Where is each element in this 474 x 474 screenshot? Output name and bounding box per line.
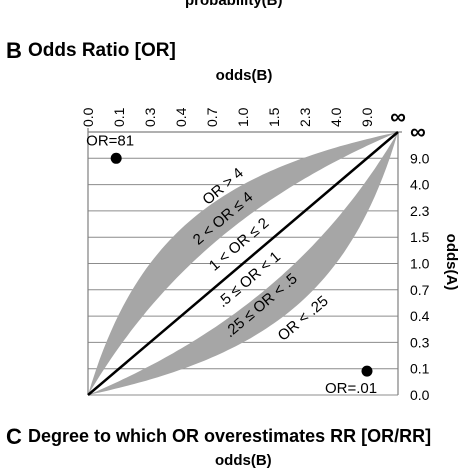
y-tick-label: 0.0 bbox=[410, 387, 430, 403]
y-tick-label: 9.0 bbox=[410, 150, 430, 166]
axes bbox=[87, 128, 402, 396]
or-band-shaded bbox=[88, 132, 398, 395]
or-equals-one-line bbox=[87, 131, 399, 396]
x-tick-label: 0.3 bbox=[142, 107, 158, 127]
panel-c-letter: C bbox=[6, 424, 22, 449]
data-points: OR=81 OR=.01 bbox=[86, 132, 377, 397]
y-tick-label: 2.3 bbox=[410, 203, 430, 219]
x-tick-label: 4.0 bbox=[328, 107, 344, 127]
data-point bbox=[110, 152, 122, 164]
x-tick-label: 1.5 bbox=[266, 107, 282, 127]
x-tick-label: 9.0 bbox=[359, 107, 375, 127]
x-tick-label: 0.1 bbox=[111, 107, 127, 127]
x-tick-label: 0.4 bbox=[173, 107, 189, 127]
x-axis-label: odds(B) bbox=[216, 67, 273, 84]
y-tick-labels: ∞ 9.0 4.0 2.3 1.5 1.0 0.7 0.4 0.3 0.1 0.0 bbox=[410, 119, 430, 403]
data-point-label: OR=81 bbox=[86, 132, 134, 149]
data-point bbox=[361, 365, 373, 377]
x-tick-labels: 0.0 0.1 0.3 0.4 0.7 1.0 1.5 2.3 4.0 9.0 ∞ bbox=[80, 104, 406, 129]
y-tick-label: 1.0 bbox=[410, 256, 430, 272]
x-tick-label: 1.0 bbox=[235, 107, 251, 127]
y-tick-label: 4.0 bbox=[410, 177, 430, 193]
y-tick-label: ∞ bbox=[410, 119, 426, 144]
probability-axis-label: probability(B) bbox=[185, 0, 283, 9]
or-bands bbox=[88, 132, 398, 395]
y-tick-label: 0.7 bbox=[410, 282, 430, 298]
y-tick-label: 1.5 bbox=[410, 229, 430, 245]
x-tick-label: ∞ bbox=[390, 104, 406, 129]
x-tick-label: 2.3 bbox=[297, 107, 313, 127]
panel-b-letter: B bbox=[6, 38, 22, 63]
y-tick-label: 0.4 bbox=[410, 308, 430, 324]
panel-c-title: Degree to which OR overestimates RR [OR/… bbox=[28, 426, 432, 446]
y-tick-label: 0.3 bbox=[410, 334, 430, 350]
data-point-label: OR=.01 bbox=[325, 380, 377, 397]
panel-c-x-axis-label: odds(B) bbox=[215, 452, 272, 469]
or-band-shaded bbox=[88, 132, 398, 395]
panel-b-title: Odds Ratio [OR] bbox=[28, 40, 176, 61]
y-axis-label: odds(A) bbox=[443, 234, 460, 291]
x-tick-label: 0.0 bbox=[80, 107, 96, 127]
y-tick-label: 0.1 bbox=[410, 361, 430, 377]
x-tick-label: 0.7 bbox=[204, 107, 220, 127]
